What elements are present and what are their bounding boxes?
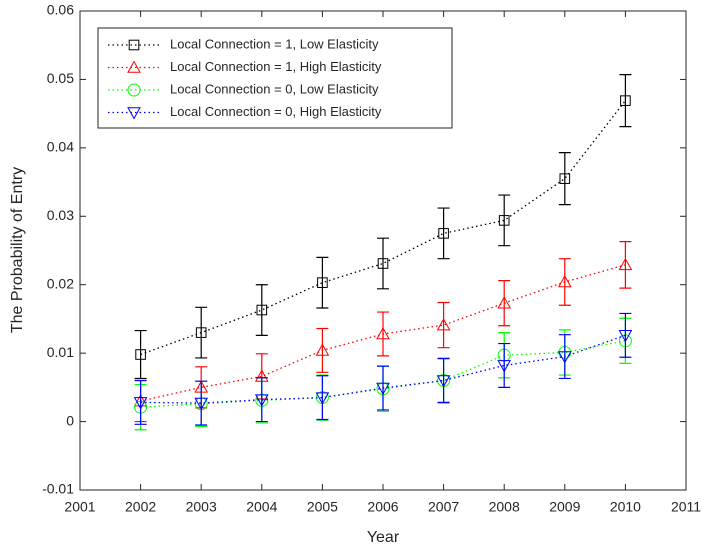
- marker: [127, 60, 141, 73]
- x-axis-title: Year: [367, 529, 400, 546]
- x-tick-label: 2003: [186, 499, 217, 515]
- x-tick-label: 2002: [125, 499, 156, 515]
- marker: [254, 394, 269, 407]
- x-tick-label: 2009: [549, 499, 580, 515]
- y-axis-title: The Probability of Entry: [9, 167, 26, 333]
- legend-label: Local Connection = 0, Low Elasticity: [170, 81, 379, 96]
- legend-label: Local Connection = 1, High Elasticity: [170, 59, 382, 74]
- marker: [557, 274, 572, 288]
- y-tick-label: -0.01: [42, 481, 74, 497]
- x-tick-label: 2011: [671, 499, 701, 515]
- y-tick-label: 0.04: [47, 139, 74, 155]
- error-bar: [195, 306, 208, 359]
- legend: Local Connection = 1, Low Elasticity Loca…: [97, 27, 453, 129]
- marker: [376, 326, 390, 340]
- error-bar: [558, 152, 571, 206]
- y-tick-label: 0.05: [47, 70, 74, 86]
- error-bar: [437, 358, 450, 404]
- error-bar: [316, 327, 329, 373]
- marker: [436, 375, 451, 388]
- x-tick-label: 2008: [489, 499, 520, 515]
- marker: [135, 349, 146, 360]
- marker: [315, 343, 330, 356]
- error-bar: [255, 284, 268, 336]
- marker: [618, 257, 633, 271]
- error-bar: [498, 342, 511, 388]
- marker: [557, 351, 572, 364]
- marker: [497, 360, 512, 373]
- error-bar: [377, 365, 389, 411]
- x-tick-label: 2005: [307, 499, 338, 515]
- error-bar: [558, 334, 571, 380]
- x-tick-label: 2007: [428, 499, 459, 515]
- error-bar: [255, 377, 268, 423]
- error-bar: [134, 379, 147, 425]
- marker: [618, 330, 633, 343]
- error-bar: [619, 74, 632, 128]
- marker: [128, 39, 140, 51]
- error-bar: [619, 241, 632, 289]
- marker: [315, 392, 330, 405]
- error-bar: [316, 256, 329, 309]
- marker: [620, 95, 631, 106]
- marker: [317, 277, 328, 288]
- x-tick-label: 2001: [64, 499, 95, 515]
- y-tick-label: 0.03: [47, 207, 74, 223]
- y-tick-label: 0: [66, 412, 74, 428]
- marker: [133, 397, 148, 410]
- error-bar: [558, 258, 571, 306]
- error-bar: [498, 194, 511, 247]
- marker: [256, 304, 268, 316]
- error-bar: [134, 329, 147, 380]
- y-tick-label: 0.06: [47, 2, 74, 18]
- error-bar: [195, 380, 208, 426]
- marker: [498, 215, 510, 226]
- error-bar: [437, 301, 450, 349]
- marker: [194, 397, 209, 411]
- marker: [127, 83, 141, 97]
- legend-box: [97, 27, 453, 129]
- series-line: [140, 100, 626, 356]
- error-bar: [437, 207, 450, 260]
- error-bar: [316, 375, 329, 421]
- error-bar: [377, 311, 389, 357]
- x-tick-label: 2006: [367, 499, 398, 515]
- x-tick-label: 2010: [610, 499, 641, 515]
- marker: [436, 318, 451, 331]
- legend-label: Local Connection = 1, Low Elasticity: [170, 36, 379, 51]
- x-tick-label: 2004: [246, 499, 277, 515]
- error-bar: [498, 280, 511, 327]
- legend-label: Local Connection = 0, High Elasticity: [170, 104, 382, 119]
- marker: [195, 327, 207, 338]
- series: [134, 74, 632, 380]
- marker: [376, 382, 390, 396]
- marker: [559, 173, 571, 184]
- error-bar: [619, 312, 632, 358]
- y-tick-label: 0.02: [47, 275, 74, 291]
- y-tick-label: 0.01: [47, 344, 74, 360]
- error-bar: [377, 237, 389, 290]
- marker: [127, 107, 141, 120]
- marker: [497, 296, 512, 309]
- marker: [377, 258, 389, 269]
- series: [133, 312, 633, 426]
- marker: [438, 228, 449, 239]
